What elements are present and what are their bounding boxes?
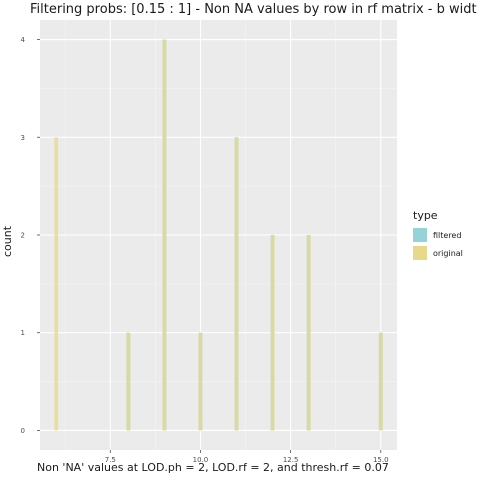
bar-original-10 <box>198 332 203 431</box>
ticks: 7.5 10.0 12.5 15.0 0 1 2 3 4 <box>21 36 389 464</box>
legend-label-original: original <box>433 248 463 258</box>
y-tick-label: 2 <box>21 232 25 240</box>
x-tick-label: 10.0 <box>193 456 209 464</box>
chart-title: Filtering probs: [0.15 : 1] - Non NA val… <box>30 2 477 17</box>
bar-original-9 <box>162 39 167 431</box>
y-tick-label: 4 <box>21 36 26 44</box>
bar-original-13 <box>306 235 311 431</box>
bar-original-11 <box>234 137 239 431</box>
legend-item-original: original <box>413 244 463 262</box>
legend-key-filtered <box>413 228 427 242</box>
x-axis-label: Non 'NA' values at LOD.ph = 2, LOD.rf = … <box>37 461 389 474</box>
x-tick-label: 12.5 <box>283 456 299 464</box>
bar-original-6 <box>54 137 59 431</box>
y-tick-label: 3 <box>21 134 25 142</box>
legend-item-filtered: filtered <box>413 226 463 244</box>
y-tick-label: 1 <box>21 329 25 337</box>
bars <box>54 39 383 431</box>
y-axis-label: count <box>1 225 15 258</box>
y-tick-label: 0 <box>21 427 25 435</box>
legend-key-original <box>413 246 427 260</box>
x-tick-label: 7.5 <box>105 456 116 464</box>
legend: type filtered original <box>413 209 463 262</box>
x-tick-label: 15.0 <box>373 456 389 464</box>
bar-original-15 <box>378 332 383 431</box>
bar-original-8 <box>126 332 131 431</box>
legend-title: type <box>413 209 438 222</box>
bar-original-12 <box>270 235 275 431</box>
legend-label-filtered: filtered <box>433 230 462 240</box>
